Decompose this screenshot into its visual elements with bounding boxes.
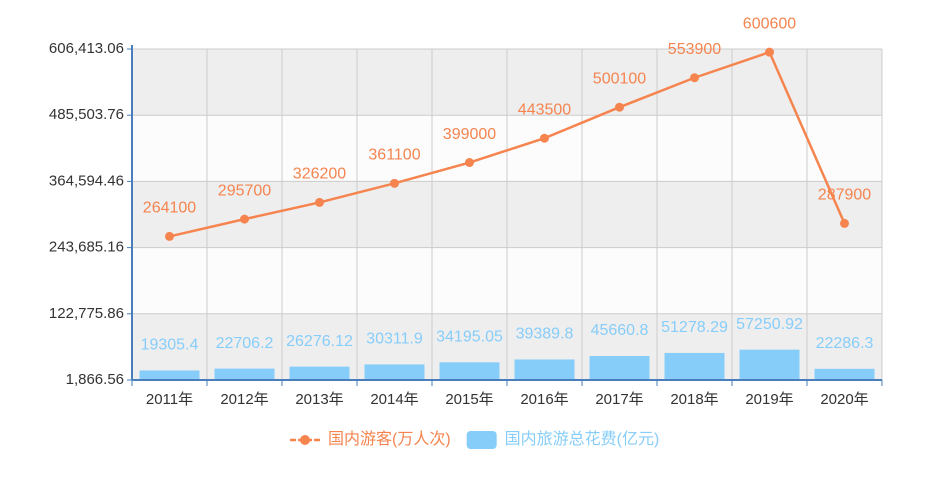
x-tick-label: 2015年	[445, 391, 493, 408]
line-point	[840, 218, 849, 228]
line-value-label: 326200	[293, 166, 346, 183]
x-tick-label: 2013年	[295, 391, 343, 408]
line-point	[615, 102, 624, 112]
line-point	[165, 231, 174, 241]
line-value-label: 295700	[218, 182, 271, 199]
bar-value-label: 22286.3	[816, 335, 874, 352]
x-tick-label: 2019年	[745, 391, 793, 408]
bar-value-label: 19305.4	[141, 337, 199, 354]
line-point	[240, 214, 249, 224]
line-value-label: 264100	[143, 200, 196, 217]
bar	[514, 359, 575, 380]
line-point	[690, 73, 699, 83]
bar	[439, 362, 500, 380]
y-tick-label: 606,413.06	[49, 40, 124, 57]
line-value-label: 600600	[743, 15, 796, 32]
bar	[739, 349, 800, 380]
bar-value-label: 39389.8	[516, 326, 574, 343]
bar	[289, 366, 350, 380]
x-tick-label: 2020年	[820, 391, 868, 408]
x-tick-label: 2012年	[220, 391, 268, 408]
line-value-label: 399000	[443, 126, 496, 143]
line-point	[315, 197, 324, 207]
x-tick-label: 2018年	[670, 391, 718, 408]
x-tick-label: 2014年	[370, 391, 418, 408]
y-tick-label: 364,594.46	[49, 172, 124, 189]
bar-value-label: 26276.12	[286, 333, 353, 350]
bar	[139, 370, 200, 380]
line-value-label: 287900	[818, 187, 871, 204]
legend-swatch	[466, 431, 497, 449]
y-tick-label: 485,503.76	[49, 106, 124, 123]
y-tick-label: 1,866.56	[66, 371, 124, 388]
x-tick-label: 2011年	[146, 391, 193, 408]
line-point	[465, 158, 474, 168]
legend-marker	[300, 435, 310, 445]
bar-value-label: 51278.29	[661, 319, 728, 336]
line-value-label: 361100	[368, 147, 420, 164]
line-point	[540, 133, 549, 143]
bar-value-label: 45660.8	[591, 322, 649, 339]
x-tick-label: 2017年	[595, 391, 643, 408]
bar-value-label: 34195.05	[436, 329, 503, 346]
line-value-label: 553900	[668, 41, 721, 58]
bar	[814, 368, 875, 380]
line-point	[765, 47, 774, 57]
line-value-label: 443500	[518, 101, 571, 118]
bar	[664, 352, 725, 380]
bar	[214, 368, 275, 380]
y-tick-label: 122,775.86	[49, 305, 124, 322]
legend-label: 国内游客(万人次)	[328, 430, 451, 448]
bar	[589, 356, 650, 380]
x-tick-label: 2016年	[520, 391, 568, 408]
y-tick-label: 243,685.16	[49, 239, 124, 256]
bar-value-label: 22706.2	[216, 335, 274, 352]
bar-value-label: 30311.9	[366, 331, 423, 348]
line	[169, 50, 846, 238]
legend-label: 国内旅游总花费(亿元)	[505, 430, 660, 448]
bar-value-label: 57250.92	[736, 316, 803, 333]
line-value-label: 500100	[593, 70, 646, 87]
bar	[364, 364, 425, 380]
line-point	[390, 178, 399, 188]
